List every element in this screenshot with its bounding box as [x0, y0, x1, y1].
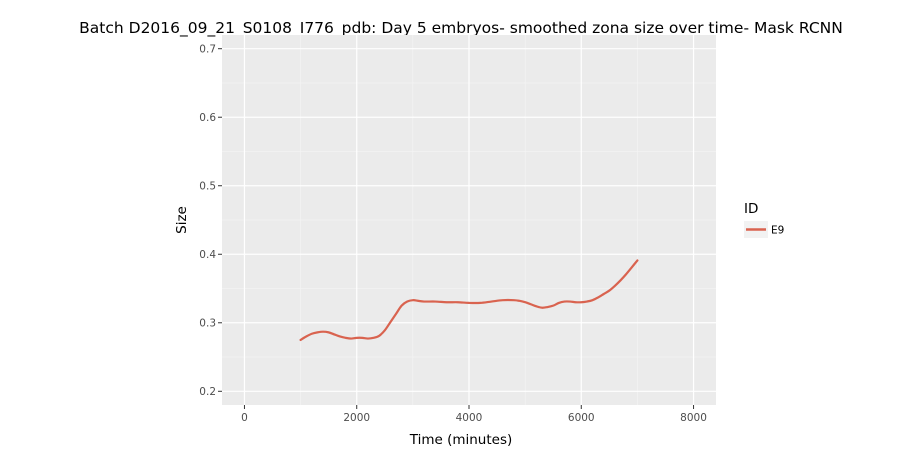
x-tick-label: 4000	[456, 412, 483, 424]
x-tick-label: 6000	[568, 412, 595, 424]
y-tick-label: 0.2	[199, 386, 216, 398]
y-axis: 0.2 0.3 0.4 0.5 0.6 0.7	[199, 44, 222, 398]
chart-title: Batch D2016_09_21_S0108_I776_pdb: Day 5 …	[79, 19, 843, 38]
x-axis: 0 2000 4000 6000 8000	[241, 405, 707, 424]
major-gridlines	[222, 35, 716, 405]
y-axis-title: Size	[174, 206, 190, 234]
y-tick-label: 0.3	[199, 318, 216, 330]
series-layer	[299, 259, 639, 342]
legend: ID E9	[744, 201, 784, 238]
x-tick-label: 0	[241, 412, 248, 424]
legend-title: ID	[744, 201, 758, 217]
x-tick-label: 8000	[680, 412, 707, 424]
y-tick-label: 0.4	[199, 249, 216, 261]
legend-label: E9	[771, 225, 784, 237]
x-axis-title: Time (minutes)	[409, 432, 513, 448]
series-line-e9	[299, 259, 639, 342]
x-tick-label: 2000	[343, 412, 370, 424]
y-tick-label: 0.6	[199, 112, 216, 124]
y-tick-label: 0.7	[199, 44, 216, 56]
y-tick-label: 0.5	[199, 181, 216, 193]
